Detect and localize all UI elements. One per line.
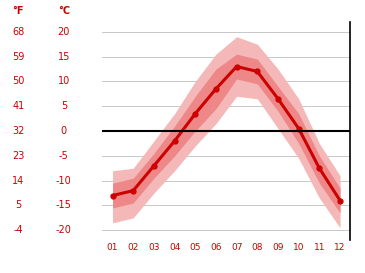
Text: 23: 23 — [12, 151, 24, 161]
Text: -15: -15 — [56, 200, 72, 210]
Text: 68: 68 — [12, 27, 24, 37]
Text: 41: 41 — [12, 101, 24, 111]
Text: 32: 32 — [12, 126, 24, 136]
Text: 5: 5 — [61, 101, 67, 111]
Text: 20: 20 — [58, 27, 70, 37]
Text: -20: -20 — [56, 225, 72, 235]
Text: -4: -4 — [14, 225, 23, 235]
Text: 5: 5 — [15, 200, 22, 210]
Text: 59: 59 — [12, 52, 24, 62]
Text: 15: 15 — [58, 52, 70, 62]
Text: -10: -10 — [56, 176, 72, 186]
Text: °F: °F — [12, 6, 24, 16]
Text: °C: °C — [58, 6, 70, 16]
Text: 10: 10 — [58, 76, 70, 86]
Text: 50: 50 — [12, 76, 24, 86]
Text: -5: -5 — [59, 151, 69, 161]
Text: 14: 14 — [12, 176, 24, 186]
Text: 0: 0 — [61, 126, 67, 136]
